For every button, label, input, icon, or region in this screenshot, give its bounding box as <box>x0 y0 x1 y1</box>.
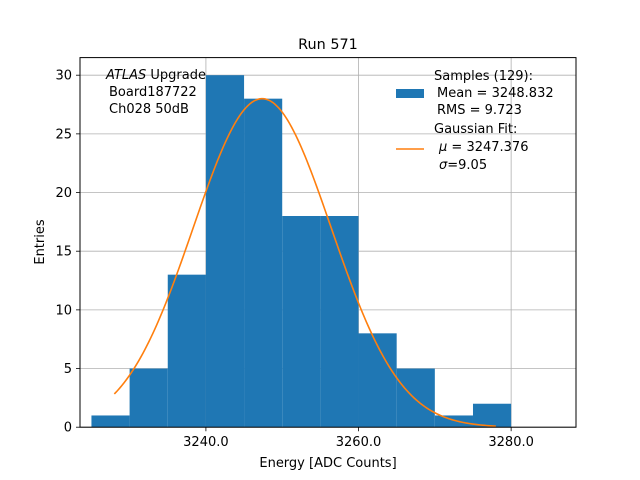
legend-samples-rms: RMS = 9.723 <box>437 103 522 118</box>
legend-fit-sigma-symbol: σ <box>439 158 448 173</box>
y-tick-label-3: 15 <box>55 245 72 260</box>
legend-samples-swatch <box>396 89 424 98</box>
histogram-bar-6 <box>320 216 359 428</box>
atlas-italic-label: ATLAS <box>105 68 146 83</box>
legend-fit-mu-value: = 3247.376 <box>447 140 528 155</box>
annotation-board: Board187722 <box>109 85 197 100</box>
x-axis-label: Energy [ADC Counts] <box>259 456 396 471</box>
y-tick-label-6: 30 <box>55 69 72 84</box>
legend-fit-title: Gaussian Fit: <box>434 122 517 137</box>
x-tick-label-2: 3280.0 <box>488 435 534 450</box>
svg-text:μ = 3247.376: μ = 3247.376 <box>438 140 528 155</box>
legend-samples-mean: Mean = 3248.832 <box>437 86 554 101</box>
svg-text:σ=9.05: σ=9.05 <box>439 158 487 173</box>
histogram-bar-2 <box>167 274 206 428</box>
legend-fit-mu-symbol: μ <box>438 140 447 155</box>
bars-layer <box>91 75 512 428</box>
histogram-bar-8 <box>396 368 435 428</box>
histogram-bar-10 <box>472 403 512 428</box>
fit-layer <box>113 97 496 427</box>
histogram-bar-9 <box>434 415 473 428</box>
histogram-bar-7 <box>358 333 397 428</box>
histogram-bar-4 <box>244 98 283 428</box>
y-tick-label-4: 20 <box>55 186 72 201</box>
legend-fit-sigma-value: =9.05 <box>447 158 487 173</box>
plot-frame <box>79 57 577 428</box>
atlas-annotation: ATLAS Upgrade Board187722 Ch028 50dB <box>105 68 206 117</box>
legend: Samples (129): Mean = 3248.832 RMS = 9.7… <box>396 69 554 173</box>
y-tick-label-1: 5 <box>64 362 72 377</box>
y-tick-label-0: 0 <box>64 421 72 436</box>
gaussian-fit-curve <box>113 97 496 427</box>
histogram-bar-5 <box>282 216 321 428</box>
x-tick-label-1: 3260.0 <box>336 435 382 450</box>
svg-text:ATLAS Upgrade: ATLAS Upgrade <box>105 68 206 83</box>
ticks-layer: 3240.0 3260.0 3280.0 0 5 10 15 20 25 30 <box>55 69 533 451</box>
chart-title: Run 571 <box>298 37 358 53</box>
annotation-channel: Ch028 50dB <box>109 102 189 117</box>
histogram-bar-0 <box>91 415 130 428</box>
atlas-upgrade-label: Upgrade <box>146 68 206 83</box>
x-tick-label-0: 3240.0 <box>183 435 229 450</box>
legend-samples-title: Samples (129): <box>434 69 533 84</box>
y-tick-label-2: 10 <box>55 303 72 318</box>
y-tick-label-5: 25 <box>55 127 72 142</box>
histogram-bar-3 <box>205 75 245 428</box>
y-axis-label: Entries <box>33 219 48 265</box>
histogram-bar-1 <box>129 368 168 428</box>
